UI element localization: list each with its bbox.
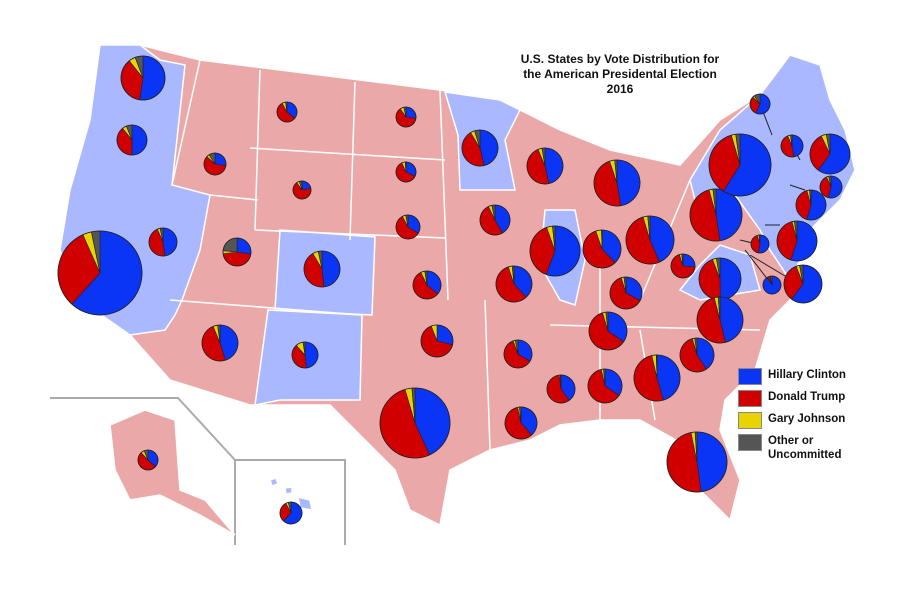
pie-dc [762, 275, 782, 295]
legend-swatch [738, 412, 762, 429]
legend-swatch [738, 434, 762, 451]
pie-wv [670, 253, 696, 279]
state-border [484, 299, 491, 451]
pie-al [587, 368, 623, 404]
legend-label: Donald Trump [768, 391, 846, 403]
pie-oh [625, 215, 675, 265]
alaska-inset-border [50, 397, 236, 461]
pie-ma [809, 133, 851, 175]
pie-ks [412, 270, 442, 300]
legend-item-johnson: Gary Johnson [738, 412, 863, 429]
pie-mt [276, 101, 298, 123]
pie-sc [679, 337, 715, 373]
state-alaska [109, 409, 236, 536]
hawaii-island [284, 486, 293, 495]
pie-ca [57, 230, 143, 316]
legend-item-trump: Donald Trump [738, 390, 863, 407]
northeast-states [689, 54, 856, 282]
pie-ut [222, 237, 252, 267]
pie-de [750, 234, 770, 254]
state-border [169, 299, 363, 316]
leader-line [789, 184, 806, 191]
pie-fl [666, 431, 728, 493]
pie-mn [461, 129, 499, 167]
pie-or [116, 124, 148, 156]
pie-az [201, 324, 239, 362]
legend-label: Hillary Clinton [768, 369, 846, 381]
pie-ri [819, 175, 843, 199]
pie-wa [120, 55, 166, 101]
pie-ak [137, 449, 159, 471]
pie-nc [696, 296, 744, 344]
legend-swatch [738, 368, 762, 385]
pie-in [582, 229, 622, 269]
title-line-3: 2016 [606, 82, 634, 96]
pie-id [203, 152, 227, 176]
state-border [349, 81, 356, 241]
pie-ne [395, 214, 421, 240]
pie-ga [633, 354, 681, 402]
pie-tx [379, 387, 451, 459]
state-border [249, 147, 446, 161]
pie-ky [609, 276, 643, 310]
legend-label: Gary Johnson [768, 413, 846, 425]
legend-item-clinton: Hillary Clinton [738, 368, 863, 385]
pie-nj [776, 220, 818, 262]
pie-ms [546, 374, 576, 404]
state-border [439, 89, 449, 301]
map-title: U.S. States by Vote Distribution for the… [520, 52, 720, 97]
state-border [254, 69, 261, 231]
pie-wy [292, 180, 312, 200]
pie-mi [593, 159, 641, 207]
pie-la [504, 406, 538, 440]
pie-ct [795, 189, 827, 221]
state-border [171, 59, 201, 186]
pie-mo [495, 265, 533, 303]
pie-ny [708, 133, 772, 197]
pie-md [783, 264, 823, 304]
pie-nd [395, 106, 417, 128]
pie-wi [526, 147, 564, 185]
pie-ok [420, 324, 454, 358]
pie-nm [291, 341, 319, 369]
pie-il [529, 225, 581, 277]
pie-sd [395, 161, 417, 183]
legend: Hillary Clinton Donald Trump Gary Johnso… [738, 368, 863, 467]
title-line-1: U.S. States by Vote Distribution for [520, 52, 720, 66]
hawaii-island [269, 477, 279, 487]
hawaii-inset-border [234, 459, 346, 545]
pie-co [303, 250, 341, 288]
pie-hi [279, 501, 303, 525]
legend-label: Other or Uncommitted [768, 435, 842, 461]
pie-nv [148, 227, 178, 257]
pie-pa [689, 188, 743, 242]
legend-swatch [738, 390, 762, 407]
legend-item-other: Other or Uncommitted [738, 434, 863, 462]
pie-nh [780, 134, 804, 158]
hawaii-island [297, 495, 313, 511]
pie-vt [749, 93, 771, 115]
state-border [209, 194, 259, 201]
pie-tn [588, 311, 628, 351]
title-line-2: the American Presidental Election [523, 67, 717, 81]
pie-ia [479, 204, 511, 236]
pie-ar [503, 339, 533, 369]
